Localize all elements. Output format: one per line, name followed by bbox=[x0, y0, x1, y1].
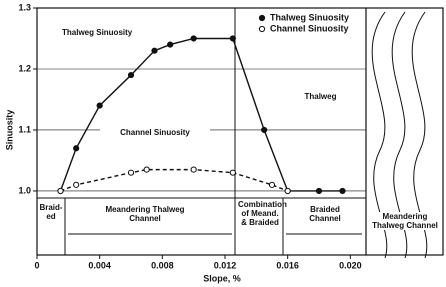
data-point bbox=[191, 36, 196, 41]
y-axis-label: Sinuosity bbox=[4, 110, 14, 151]
chart-svg: Slope, % Sinuosity 0 0.004 0.008 0.012 0.016… bbox=[0, 0, 446, 287]
data-point bbox=[230, 36, 235, 41]
data-point bbox=[262, 127, 267, 132]
data-point bbox=[74, 146, 79, 151]
x-axis-label: Slope, % bbox=[203, 273, 241, 283]
legend-label: Channel Sinuosity bbox=[270, 23, 349, 33]
chart: Slope, % Sinuosity 0 0.004 0.008 0.012 0.016… bbox=[0, 0, 446, 287]
x-tick-label: 0.012 bbox=[214, 260, 237, 270]
y-tick-label: 1.3 bbox=[18, 2, 31, 12]
legend-marker bbox=[259, 15, 264, 20]
data-point bbox=[230, 170, 235, 175]
data-point bbox=[340, 188, 345, 193]
x-tick-label: 0.004 bbox=[88, 260, 111, 270]
data-point bbox=[316, 188, 321, 193]
region-label: Meandering Thalweg Channel bbox=[100, 205, 190, 223]
data-point bbox=[144, 167, 149, 172]
region-label: Braided Channel bbox=[300, 205, 350, 223]
series-line bbox=[61, 38, 343, 190]
x-tick-label: 0.016 bbox=[276, 260, 299, 270]
data-point bbox=[74, 182, 79, 187]
y-tick-label: 1.1 bbox=[18, 124, 31, 134]
data-point bbox=[269, 182, 274, 187]
x-tick-label: 0.008 bbox=[151, 260, 174, 270]
annotation: Thalweg Sinuosity bbox=[62, 28, 172, 37]
legend-label: Thalweg Sinuosity bbox=[270, 12, 349, 22]
data-point bbox=[128, 170, 133, 175]
data-point bbox=[191, 167, 196, 172]
legend-marker bbox=[259, 26, 264, 31]
data-point bbox=[152, 48, 157, 53]
data-point bbox=[58, 188, 63, 193]
data-point bbox=[97, 103, 102, 108]
data-point bbox=[168, 42, 173, 47]
annotation: Meandering Thalweg Channel bbox=[370, 212, 440, 230]
data-point bbox=[285, 188, 290, 193]
series-line bbox=[61, 170, 288, 191]
region-label: Combination of Meand. & Braided bbox=[238, 200, 282, 227]
data-point bbox=[128, 72, 133, 77]
annotation: Channel Sinuosity bbox=[100, 128, 210, 137]
y-tick-label: 1.2 bbox=[18, 63, 31, 73]
x-tick-label: 0.020 bbox=[339, 260, 362, 270]
x-tick-label: 0 bbox=[34, 260, 39, 270]
annotation: Thalweg bbox=[298, 92, 343, 101]
y-tick-label: 1.0 bbox=[18, 185, 31, 195]
region-label: Braid- ed bbox=[39, 203, 63, 221]
